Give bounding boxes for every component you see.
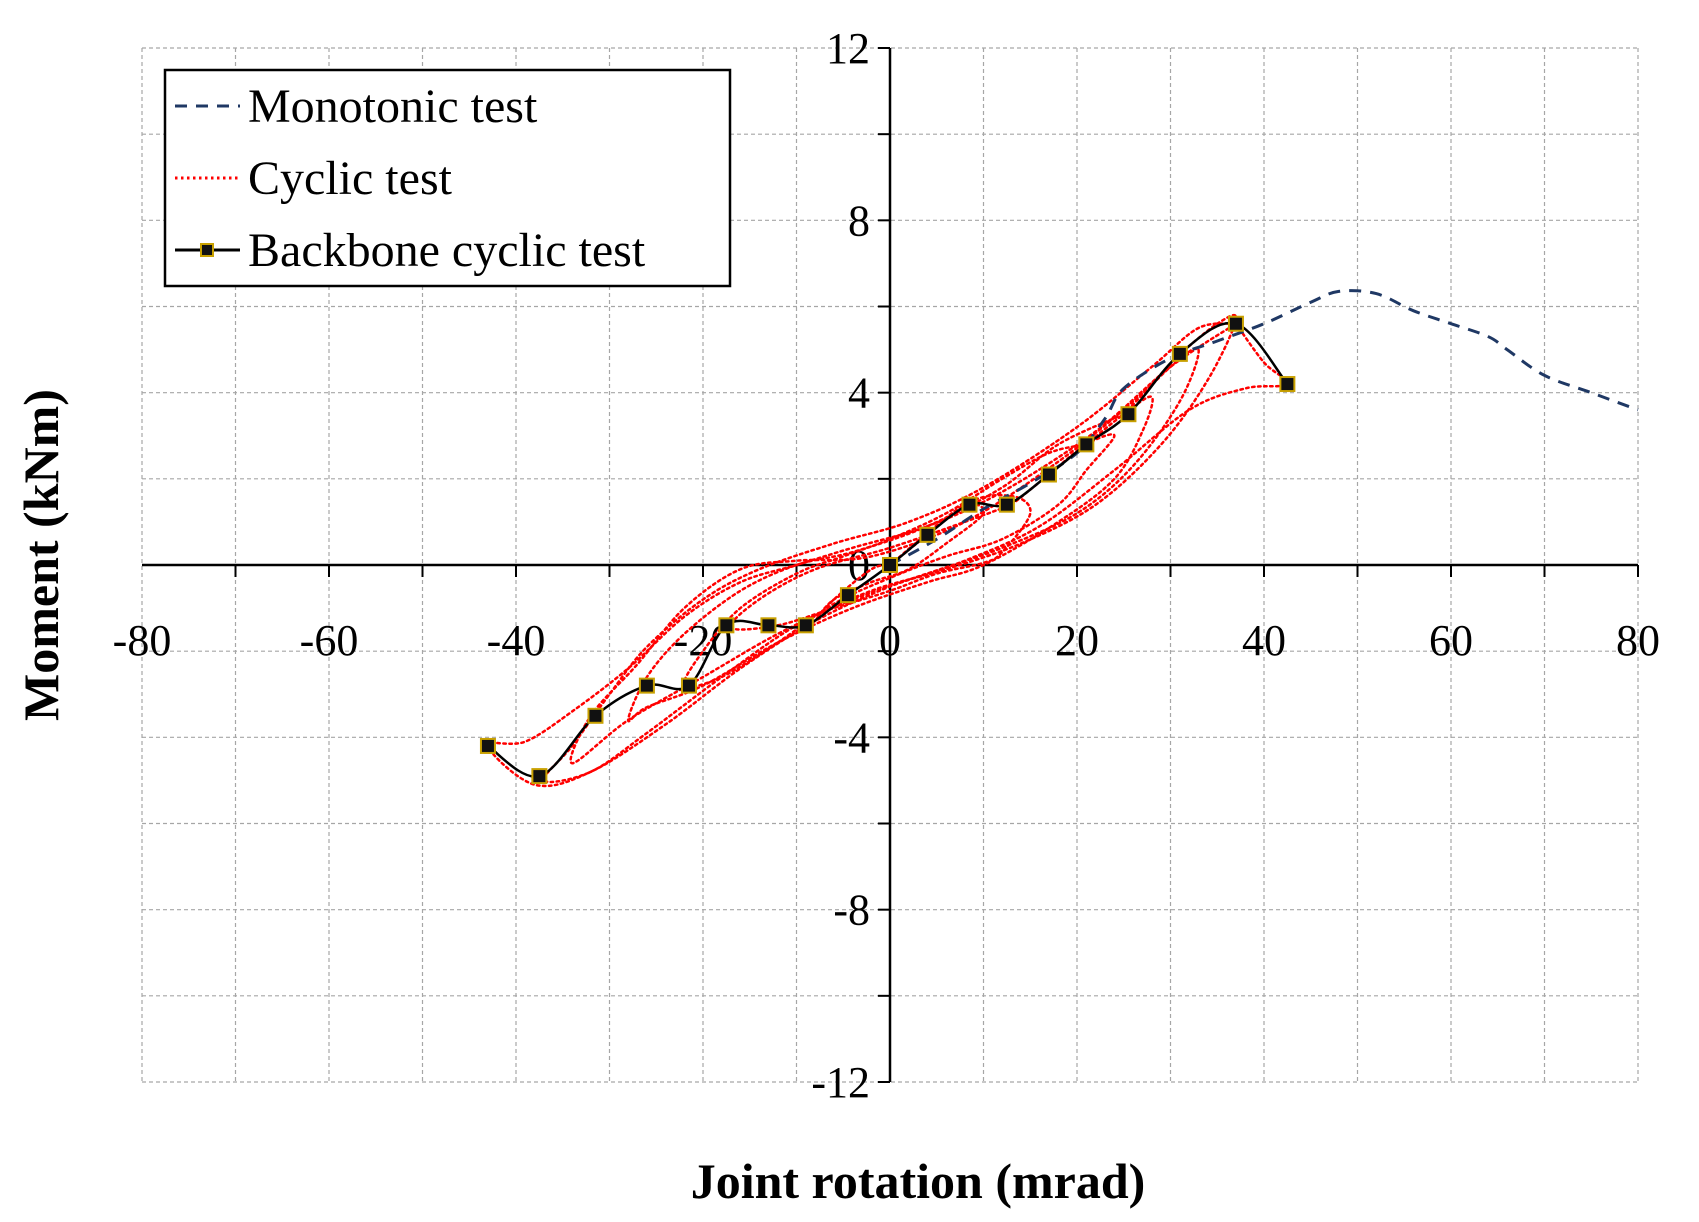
backbone-point: [1040, 466, 1057, 483]
x-tick-label: 60: [1429, 616, 1473, 665]
cyclic-test-loop: [729, 493, 1032, 631]
backbone-point: [760, 617, 777, 634]
backbone-point: [479, 737, 496, 754]
backbone-point: [961, 496, 978, 513]
y-tick-label: 4: [848, 369, 870, 418]
backbone-point: [1120, 406, 1137, 423]
backbone-point: [718, 617, 735, 634]
x-axis-title: Joint rotation (mrad): [691, 1153, 1146, 1209]
series-layer: [486, 289, 1639, 788]
backbone-point: [638, 677, 655, 694]
backbone-markers: [479, 315, 1296, 785]
backbone-point: [919, 526, 936, 543]
backbone-point: [1171, 345, 1188, 362]
backbone-point: [531, 768, 548, 785]
backbone-point: [797, 617, 814, 634]
x-tick-label: 40: [1242, 616, 1286, 665]
backbone-point: [1227, 315, 1244, 332]
legend-label-backbone: Backbone cyclic test: [248, 224, 646, 277]
legend-swatch-backbone-marker: [200, 243, 214, 257]
legend-box: [163, 68, 732, 288]
x-tick-label: -40: [487, 616, 546, 665]
backbone-point: [680, 677, 697, 694]
backbone-point: [839, 587, 856, 604]
y-tick-label: 12: [826, 24, 870, 73]
backbone-point: [1279, 376, 1296, 393]
y-axis-title: Moment (kNm): [13, 389, 69, 721]
backbone-point: [998, 496, 1015, 513]
y-tick-label: 8: [848, 196, 870, 245]
cyclic-test-loop: [626, 395, 1154, 723]
y-tick-label: -4: [833, 713, 870, 762]
backbone-point: [882, 557, 898, 573]
legend: Monotonic test Cyclic test Backbone cycl…: [163, 68, 732, 288]
x-tick-label: -80: [113, 616, 172, 665]
legend-label-cyclic: Cyclic test: [248, 152, 453, 205]
backbone-point: [587, 707, 604, 724]
backbone-point: [1078, 436, 1095, 453]
legend-label-monotonic: Monotonic test: [248, 80, 538, 133]
x-tick-label: 0: [879, 616, 901, 665]
x-tick-label: 20: [1055, 616, 1099, 665]
x-tick-label: 80: [1616, 616, 1660, 665]
y-tick-label: -8: [833, 886, 870, 935]
cyclic-test-loop: [486, 322, 1289, 788]
x-tick-label: -60: [300, 616, 359, 665]
monotonic-test-line: [889, 289, 1639, 567]
y-tick-label: -12: [811, 1058, 870, 1107]
grid: [141, 47, 1639, 1083]
